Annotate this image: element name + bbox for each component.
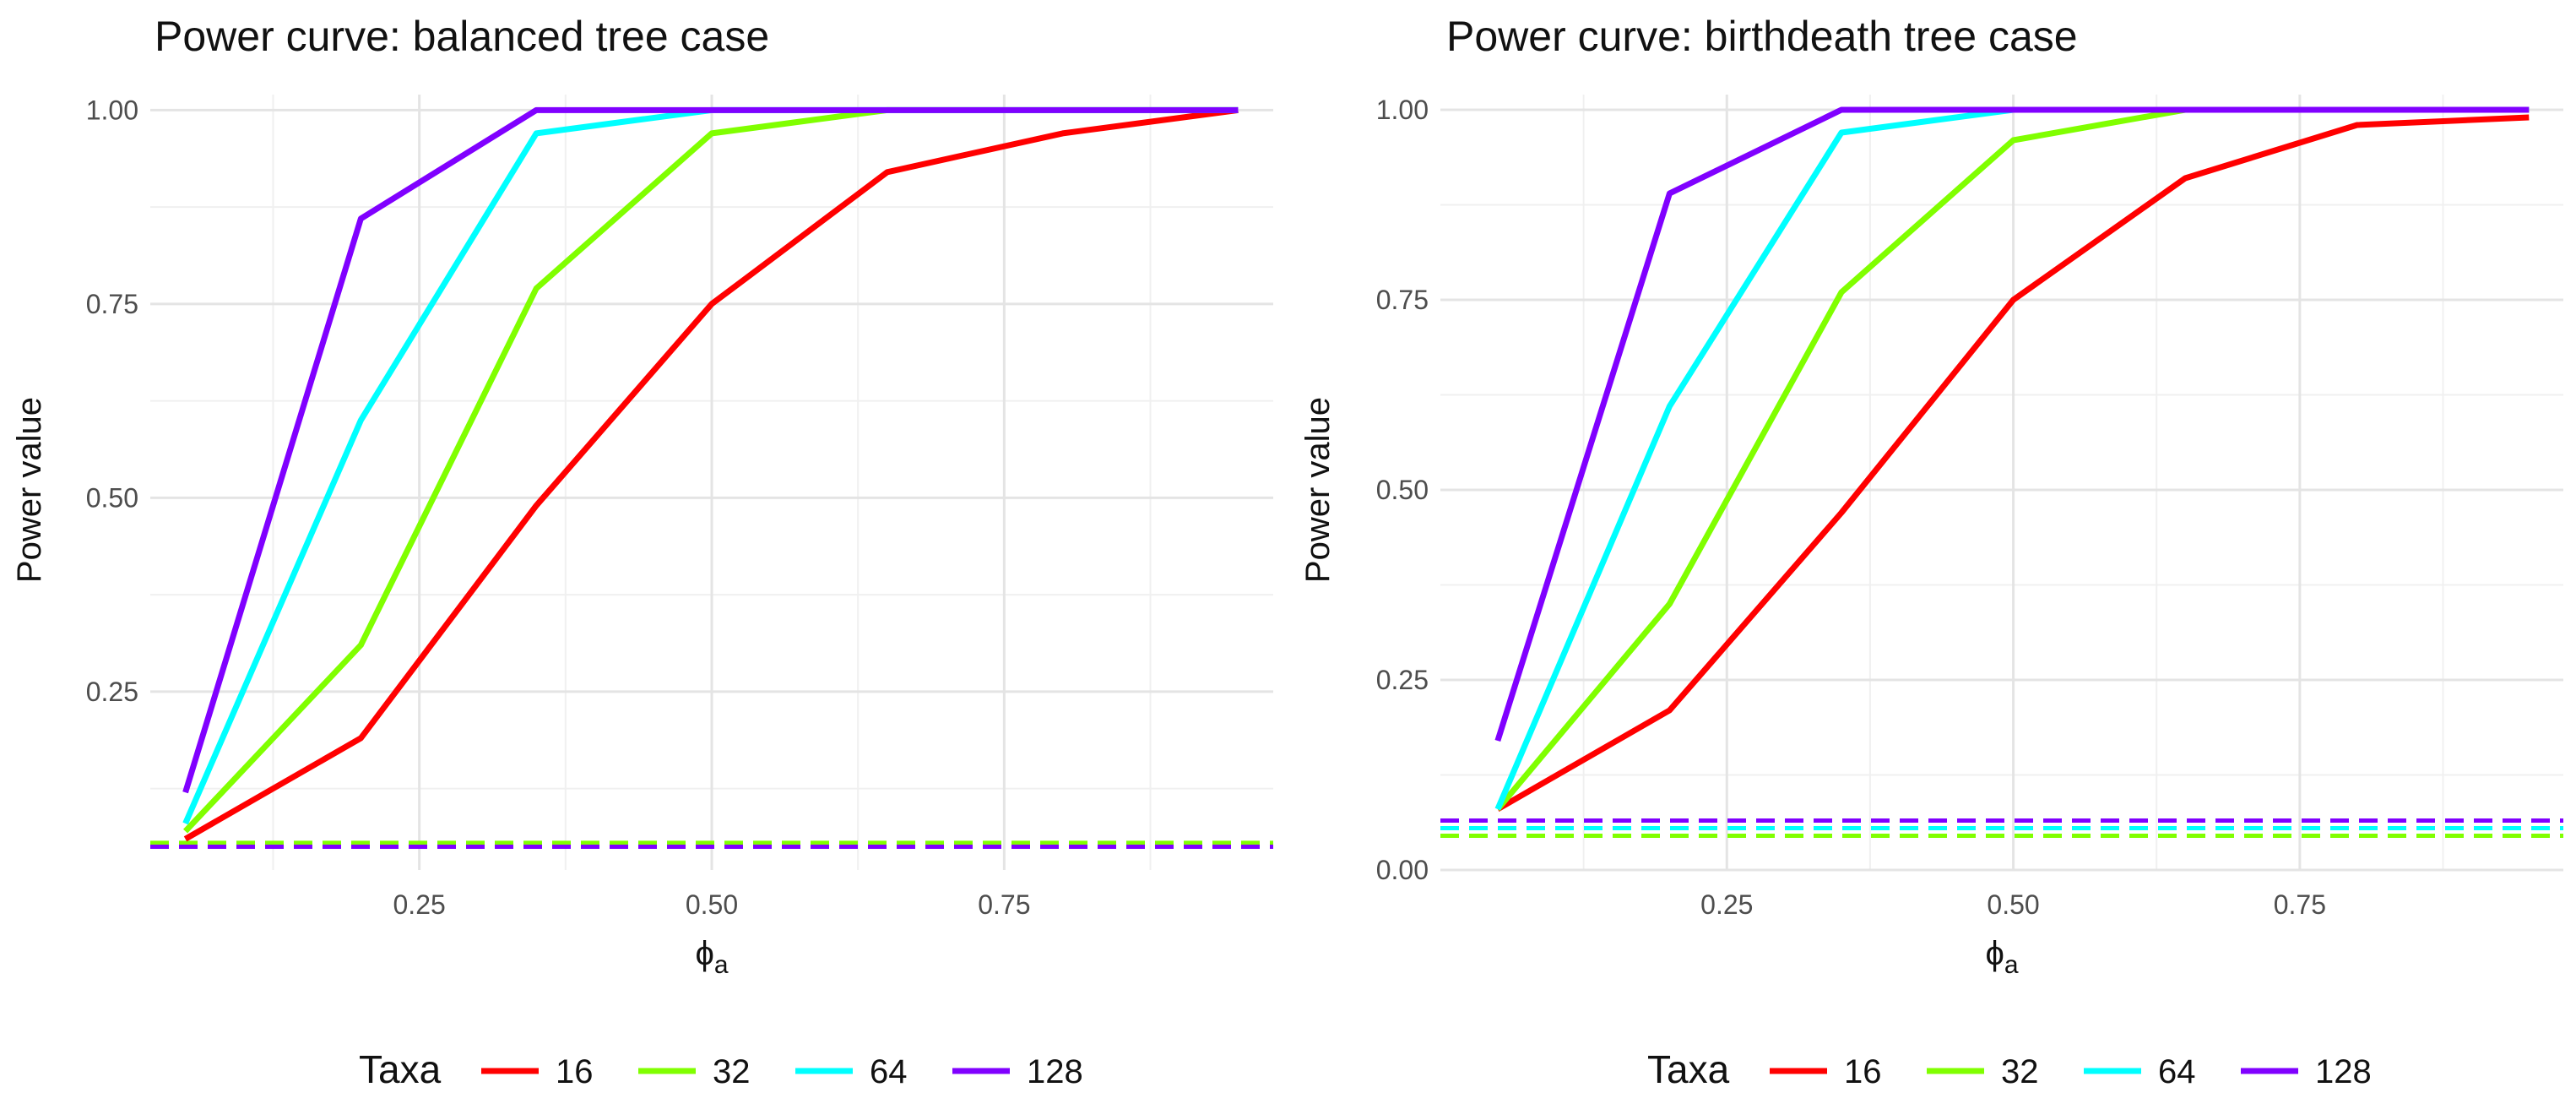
legend-label-64: 64 xyxy=(870,1053,908,1090)
legend-label-32: 32 xyxy=(713,1053,751,1090)
x-axis-label: ϕa xyxy=(695,935,728,979)
y-tick-label: 0.75 xyxy=(1376,285,1429,315)
x-axis-label-subscript: a xyxy=(2004,951,2019,979)
chart-balanced-svg: 0.25 0.50 0.75 0.25 0.50 0.75 1.00 Power curve:… xyxy=(11,13,1273,1091)
legend-label-32: 32 xyxy=(2001,1053,2039,1090)
legend-label-16: 16 xyxy=(556,1053,594,1090)
x-tick-label: 0.25 xyxy=(1700,889,1753,920)
x-tick-label: 0.50 xyxy=(1987,889,2039,920)
y-tick-label: 1.00 xyxy=(86,95,138,125)
y-tick-label: 0.25 xyxy=(86,677,138,707)
x-axis-label: ϕa xyxy=(1985,935,2018,979)
chart-panel-birthdeath: 0.25 0.50 0.75 0.00 0.25 0.50 0.75 1.00 Power cu… xyxy=(1288,0,2576,1109)
legend-title: Taxa xyxy=(359,1047,442,1091)
series-line-16 xyxy=(1496,114,2530,813)
x-tick-label: 0.75 xyxy=(2274,889,2326,920)
legend-label-128: 128 xyxy=(2315,1053,2372,1090)
x-tick-label: 0.25 xyxy=(393,889,446,920)
legend-label-64: 64 xyxy=(2158,1053,2196,1090)
legend-title: Taxa xyxy=(1647,1047,1730,1091)
x-tick-label: 0.50 xyxy=(686,889,738,920)
y-tick-label: 0.50 xyxy=(1376,475,1429,505)
series-line-128 xyxy=(1494,106,2530,742)
y-tick-label: 1.00 xyxy=(1376,95,1429,125)
legend-label-16: 16 xyxy=(1844,1053,1882,1090)
y-tick-label: 0.75 xyxy=(86,289,138,319)
x-axis-label-symbol: ϕ xyxy=(695,935,713,972)
y-tick-label: 0.50 xyxy=(86,482,138,513)
y-tick-label: 0.00 xyxy=(1376,855,1429,885)
chart-panel-balanced: 0.25 0.50 0.75 0.25 0.50 0.75 1.00 Power curve:… xyxy=(11,13,1273,1091)
y-axis-label: Power value xyxy=(11,397,48,583)
y-tick-label: 0.25 xyxy=(1376,665,1429,695)
chart-title: Power curve: balanced tree case xyxy=(155,13,769,60)
chart-title: Power curve: birthdeath tree case xyxy=(1446,13,2078,60)
chart-birthdeath-svg: 0.25 0.50 0.75 0.00 0.25 0.50 0.75 1.00 Power cu… xyxy=(1299,13,2563,1091)
x-axis-label-subscript: a xyxy=(714,951,729,979)
series-line-128 xyxy=(182,106,1239,794)
legend-label-128: 128 xyxy=(1027,1053,1083,1090)
y-axis-label: Power value xyxy=(1299,397,1337,583)
series-line-16 xyxy=(183,106,1239,842)
x-axis-label-symbol: ϕ xyxy=(1985,935,2004,972)
x-tick-label: 0.75 xyxy=(978,889,1030,920)
